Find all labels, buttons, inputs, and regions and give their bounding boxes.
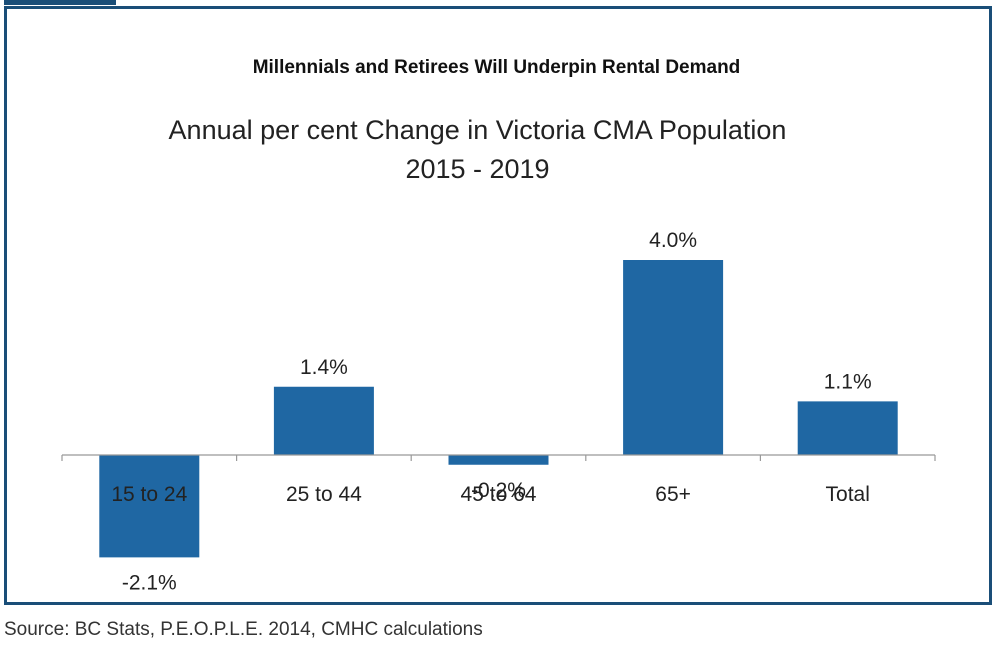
chart-title: Annual per cent Change in Victoria CMA P… [168, 115, 787, 145]
bar [623, 260, 724, 455]
bar [273, 386, 374, 455]
source-note: Source: BC Stats, P.E.O.P.L.E. 2014, CMH… [4, 619, 483, 640]
chart-subtitle: 2015 - 2019 [405, 154, 550, 184]
bar [448, 455, 549, 465]
data-label: -2.1% [122, 571, 177, 594]
bar [797, 401, 898, 455]
category-label: 25 to 44 [286, 483, 362, 506]
chart-heading: Millennials and Retirees Will Underpin R… [252, 57, 741, 78]
data-label: 1.1% [824, 370, 872, 393]
header-tab-accent [4, 0, 116, 5]
data-label: 1.4% [300, 356, 348, 379]
category-label: 45 to 64 [461, 483, 537, 506]
bar [99, 455, 200, 558]
category-label: Total [826, 483, 870, 506]
data-label: 4.0% [649, 229, 697, 252]
data-label: -0.2% [471, 479, 526, 502]
category-label: 15 to 24 [111, 483, 187, 506]
category-label: 65+ [655, 483, 691, 506]
